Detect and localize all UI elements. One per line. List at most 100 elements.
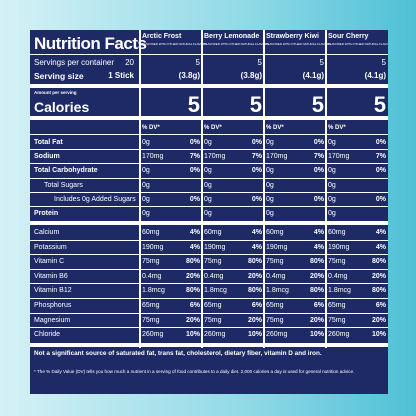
- hr: [30, 54, 388, 55]
- daily-value: 4%: [313, 243, 324, 251]
- flavor-servings: 5: [319, 58, 324, 67]
- flavor-calories: 5: [249, 92, 262, 117]
- hr: [30, 163, 388, 165]
- flavor-servings: 5: [381, 58, 386, 67]
- daily-value: 80%: [247, 287, 262, 295]
- daily-value: 20%: [185, 316, 200, 324]
- amount: 190mg: [266, 243, 288, 251]
- servings-value: 20: [125, 58, 134, 67]
- daily-value: 20%: [309, 272, 324, 280]
- flavor-servings: 5: [257, 58, 262, 67]
- amount: 0g: [266, 139, 274, 146]
- column-divider: [325, 30, 327, 348]
- daily-value: 0%: [375, 167, 386, 175]
- title: Nutrition Facts: [34, 34, 147, 53]
- amount: 170mg: [266, 153, 288, 161]
- amount: 75mg: [266, 258, 284, 266]
- nutrition-label: Nutrition Facts Servings per container 20 S…: [30, 30, 388, 394]
- daily-value: 0%: [251, 195, 262, 203]
- amount: 60mg: [142, 229, 160, 236]
- nutrient-label: Calcium: [34, 229, 60, 236]
- daily-value: 0%: [189, 195, 200, 203]
- footnote: Not a significant source of saturated fa…: [34, 350, 322, 357]
- hr: [30, 283, 388, 285]
- daily-value: 0%: [313, 195, 324, 203]
- amount: 1.8mcg: [328, 287, 351, 295]
- amount: 75mg: [328, 316, 346, 324]
- amount: 65mg: [142, 302, 160, 309]
- daily-value: 7%: [251, 153, 262, 161]
- hr: [30, 254, 388, 256]
- daily-value: 0%: [313, 139, 324, 146]
- flavor-note: FLAVORED WITH OTHER NATURAL FLAVORS: [142, 42, 207, 46]
- amount: 60mg: [266, 229, 284, 236]
- flavor-note: FLAVORED WITH OTHER NATURAL FLAVORS: [266, 42, 331, 46]
- hr: [30, 206, 388, 207]
- nutrient-label: Vitamin B12: [34, 287, 72, 295]
- amount: 0.4mg: [328, 272, 348, 280]
- amount: 260mg: [266, 331, 288, 339]
- amount: 75mg: [266, 316, 284, 324]
- amount: 1.8mcg: [266, 287, 289, 295]
- hr: [30, 239, 388, 241]
- daily-value: 4%: [251, 243, 262, 251]
- daily-value: 0%: [375, 139, 386, 146]
- flavor-calories: 5: [311, 92, 324, 117]
- nutrient-label: Vitamin C: [34, 258, 65, 266]
- hr: [30, 149, 388, 151]
- nutrient-label: Includes 0g Added Sugars: [54, 195, 136, 203]
- daily-value: 10%: [247, 331, 262, 339]
- amount: 0g: [328, 210, 336, 217]
- flavor-calories: 5: [187, 92, 200, 117]
- amount: 1.8mcg: [204, 287, 227, 295]
- nutrient-label: Protein: [34, 210, 59, 217]
- amount: 0g: [142, 139, 150, 146]
- amount: 0g: [266, 195, 274, 203]
- amount: 0g: [142, 167, 150, 175]
- dv-header: % DV*: [328, 125, 346, 131]
- daily-value: 4%: [375, 229, 386, 236]
- amount: 65mg: [204, 302, 222, 309]
- amount: 65mg: [328, 302, 346, 309]
- hr: [30, 327, 388, 329]
- daily-value: 6%: [375, 302, 386, 309]
- amount: 1.8mcg: [142, 287, 165, 295]
- amount: 0g: [142, 210, 150, 217]
- daily-value: 6%: [313, 302, 324, 309]
- amount: 0g: [328, 195, 336, 203]
- hr: [30, 312, 388, 314]
- amount: 0g: [142, 181, 150, 189]
- serving-size-label: Serving size: [34, 71, 84, 81]
- hr: [30, 177, 388, 179]
- amount: 0g: [266, 210, 274, 217]
- flavor-servings: 5: [195, 58, 200, 67]
- servings-label: Servings per container: [34, 58, 115, 67]
- daily-value: 7%: [375, 153, 386, 161]
- nutrient-label: Phosphorus: [34, 302, 72, 309]
- daily-value: 80%: [309, 258, 324, 266]
- daily-value: 0%: [251, 167, 262, 175]
- thick-rule: [30, 221, 388, 225]
- daily-value: 10%: [371, 331, 386, 339]
- amount: 190mg: [142, 243, 164, 251]
- daily-value: 4%: [313, 229, 324, 236]
- amount: 0g: [328, 167, 336, 175]
- daily-value: 80%: [371, 287, 386, 295]
- daily-value: 20%: [185, 272, 200, 280]
- amount: 170mg: [204, 153, 226, 161]
- daily-value: 0%: [189, 139, 200, 146]
- daily-value: 20%: [309, 316, 324, 324]
- thick-rule: [30, 84, 388, 88]
- amount: 60mg: [204, 229, 222, 236]
- flavor-name: Arctic Frost: [142, 33, 182, 40]
- amount: 170mg: [328, 153, 350, 161]
- amount: 0g: [328, 181, 336, 189]
- amount: 75mg: [142, 258, 160, 266]
- daily-value: 20%: [371, 316, 386, 324]
- daily-value: 80%: [185, 258, 200, 266]
- amount: 0g: [204, 181, 212, 189]
- amount: 0g: [204, 167, 212, 175]
- daily-value: 6%: [251, 302, 262, 309]
- amount: 170mg: [142, 153, 164, 161]
